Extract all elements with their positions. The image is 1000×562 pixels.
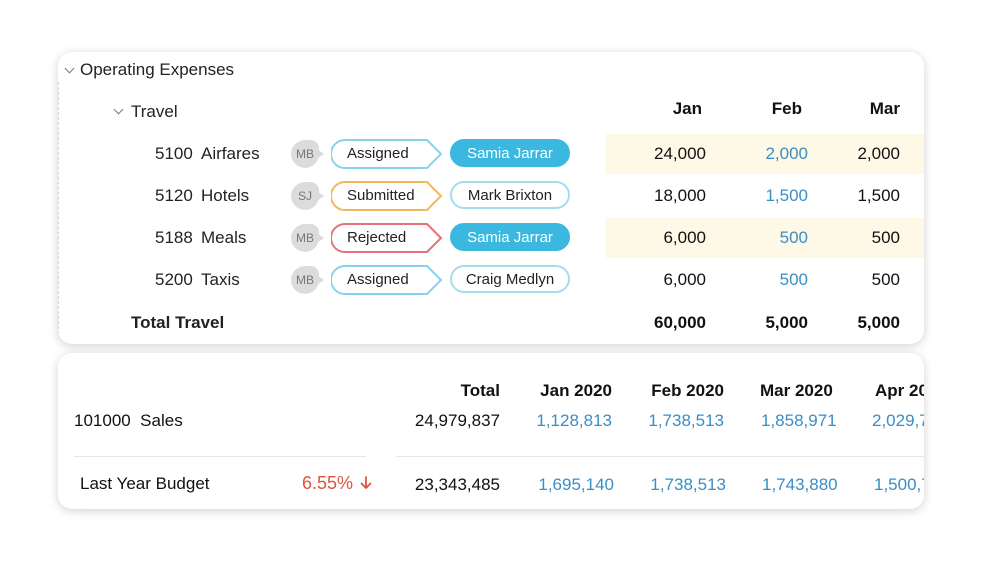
status-label: Rejected xyxy=(347,228,407,246)
value-feb-2020[interactable]: 1,738,513 xyxy=(648,411,724,430)
assignee-pill[interactable]: Samia Jarrar xyxy=(450,139,570,167)
divider xyxy=(396,456,924,457)
divider xyxy=(74,456,366,457)
status-tag[interactable]: Rejected xyxy=(331,223,443,253)
account-code: 5200 xyxy=(155,270,193,289)
value-total[interactable]: 24,979,837 xyxy=(414,411,500,430)
column-header-apr-2020: Apr 20 xyxy=(875,381,924,400)
account-name: Airfares xyxy=(201,144,260,163)
column-header-mar-2020: Mar 2020 xyxy=(760,381,833,400)
value-apr-2020[interactable]: 2,029,7 xyxy=(872,411,924,430)
value-jan[interactable]: 18,000 xyxy=(654,186,706,205)
value-feb[interactable]: 2,000 xyxy=(765,144,808,163)
budget-change: 6.55% xyxy=(302,473,372,494)
value-feb[interactable]: 1,500 xyxy=(765,186,808,205)
expenses-card: Operating Expenses Travel Jan Feb Mar 51… xyxy=(58,52,924,344)
account-name: Hotels xyxy=(201,186,250,205)
total-label: Total Travel xyxy=(131,313,225,332)
tag-shape xyxy=(331,139,443,169)
total-mar: 5,000 xyxy=(857,313,900,332)
status-tag[interactable]: Assigned xyxy=(331,139,443,169)
status-label: Assigned xyxy=(347,144,409,162)
value-mar[interactable]: 2,000 xyxy=(857,144,900,163)
chevron-down-icon[interactable] xyxy=(113,104,124,115)
status-label: Submitted xyxy=(347,186,415,204)
value-mar-2020[interactable]: 1,858,971 xyxy=(761,411,837,430)
avatar[interactable]: MB xyxy=(291,140,324,168)
sales-card: Total Jan 2020 Feb 2020 Mar 2020 Apr 20 … xyxy=(58,353,924,509)
value-jan[interactable]: 24,000 xyxy=(654,144,706,163)
value-jan-2020[interactable]: 1,128,813 xyxy=(536,411,612,430)
arrow-down-icon xyxy=(360,476,372,489)
value-jan[interactable]: 6,000 xyxy=(663,270,706,289)
row-highlight xyxy=(606,134,924,174)
value-apr-2020[interactable]: 1,500,7 xyxy=(874,475,924,494)
column-header-jan: Jan xyxy=(672,99,702,118)
status-tag[interactable]: Assigned xyxy=(331,265,443,295)
value-mar[interactable]: 500 xyxy=(871,228,900,247)
avatar[interactable]: SJ xyxy=(291,182,324,210)
column-header-feb-2020: Feb 2020 xyxy=(651,381,724,400)
account-code: 5100 xyxy=(155,144,193,163)
column-header-total: Total xyxy=(460,381,500,400)
status-tag[interactable]: Submitted xyxy=(331,181,443,211)
account-code: 5188 xyxy=(155,228,193,247)
total-feb: 5,000 xyxy=(765,313,808,332)
value-total[interactable]: 23,343,485 xyxy=(414,475,500,494)
tree-guide-line xyxy=(58,82,59,334)
account-label: 101000 Sales xyxy=(74,411,183,430)
account-name: Taxis xyxy=(201,270,240,289)
column-header-feb: Feb xyxy=(771,99,802,118)
account-code: 5120 xyxy=(155,186,193,205)
total-jan: 60,000 xyxy=(654,313,706,332)
value-mar-2020[interactable]: 1,743,880 xyxy=(762,475,838,494)
assignee-pill[interactable]: Samia Jarrar xyxy=(450,223,570,251)
chevron-down-icon[interactable] xyxy=(64,63,75,74)
column-header-jan-2020: Jan 2020 xyxy=(540,381,612,400)
value-feb[interactable]: 500 xyxy=(779,270,808,289)
status-label: Assigned xyxy=(347,270,409,288)
assignee-pill[interactable]: Craig Medlyn xyxy=(450,265,570,293)
section-title: Operating Expenses xyxy=(80,60,235,79)
value-mar[interactable]: 500 xyxy=(871,270,900,289)
avatar[interactable]: MB xyxy=(291,224,324,252)
value-jan[interactable]: 6,000 xyxy=(663,228,706,247)
budget-change-value: 6.55% xyxy=(302,473,354,493)
group-title: Travel xyxy=(131,102,178,121)
value-mar[interactable]: 1,500 xyxy=(857,186,900,205)
column-header-mar: Mar xyxy=(869,99,900,118)
tag-shape xyxy=(331,265,443,295)
tag-shape xyxy=(331,181,443,211)
value-feb-2020[interactable]: 1,738,513 xyxy=(650,475,726,494)
avatar[interactable]: MB xyxy=(291,266,324,294)
account-name: Meals xyxy=(201,228,247,247)
value-jan-2020[interactable]: 1,695,140 xyxy=(538,475,614,494)
assignee-pill[interactable]: Mark Brixton xyxy=(450,181,570,209)
row-highlight xyxy=(606,218,924,258)
tag-shape xyxy=(331,223,443,253)
budget-label: Last Year Budget xyxy=(80,474,210,493)
value-feb[interactable]: 500 xyxy=(779,228,808,247)
